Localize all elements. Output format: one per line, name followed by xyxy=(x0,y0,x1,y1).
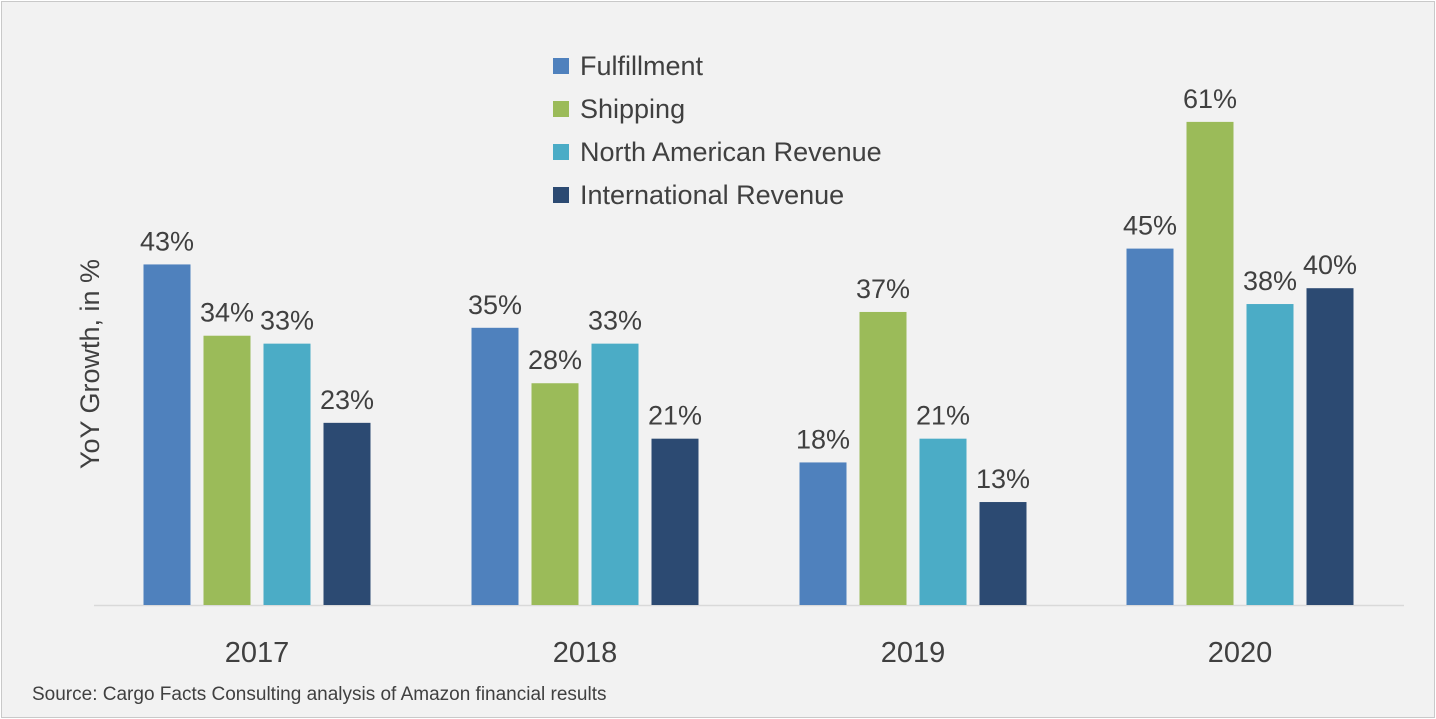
data-label: 45% xyxy=(1123,211,1177,241)
y-axis-label: YoY Growth, in % xyxy=(75,259,105,469)
bar-2018-shipping xyxy=(531,383,579,605)
bar-2019-north-american-revenue xyxy=(919,438,967,605)
data-label: 34% xyxy=(200,298,254,328)
bar-2018-north-american-revenue xyxy=(591,343,639,605)
bar-2017-international-revenue xyxy=(323,422,371,605)
data-label: 33% xyxy=(588,306,642,336)
legend-swatch xyxy=(553,187,569,203)
bar-2018-international-revenue xyxy=(651,438,699,605)
x-tick-label: 2017 xyxy=(225,637,290,669)
data-label: 18% xyxy=(796,424,850,454)
bar-2017-north-american-revenue xyxy=(263,343,311,605)
legend-swatch xyxy=(553,101,569,117)
legend-label: North American Revenue xyxy=(580,137,882,167)
data-label: 40% xyxy=(1303,250,1357,280)
legend-label: International Revenue xyxy=(580,180,844,210)
data-label: 61% xyxy=(1183,84,1237,114)
legend-swatch xyxy=(553,144,569,160)
legend-swatch xyxy=(553,58,569,74)
data-label: 37% xyxy=(856,274,910,304)
bar-2020-north-american-revenue xyxy=(1246,304,1294,605)
bar-2017-shipping xyxy=(203,335,251,605)
data-label: 21% xyxy=(916,401,970,431)
bar-2018-fulfillment xyxy=(471,327,519,605)
x-tick-label: 2019 xyxy=(881,637,946,669)
data-label: 43% xyxy=(140,226,194,256)
bar-2017-fulfillment xyxy=(143,264,191,605)
bar-2020-shipping xyxy=(1186,121,1234,605)
bar-2019-international-revenue xyxy=(979,502,1027,605)
source-note: Source: Cargo Facts Consulting analysis … xyxy=(32,684,607,705)
bar-2020-international-revenue xyxy=(1306,288,1354,605)
data-label: 38% xyxy=(1243,266,1297,296)
data-label: 28% xyxy=(528,345,582,375)
x-tick-label: 2018 xyxy=(553,637,618,669)
data-label: 33% xyxy=(260,306,314,336)
bar-2019-fulfillment xyxy=(799,462,847,605)
data-label: 13% xyxy=(976,464,1030,494)
bar-2020-fulfillment xyxy=(1126,248,1174,605)
legend-label: Shipping xyxy=(580,94,685,124)
legend-label: Fulfillment xyxy=(580,51,704,81)
data-label: 21% xyxy=(648,401,702,431)
data-label: 23% xyxy=(320,385,374,415)
data-label: 35% xyxy=(468,290,522,320)
bar-2019-shipping xyxy=(859,311,907,605)
x-tick-label: 2020 xyxy=(1208,637,1273,669)
